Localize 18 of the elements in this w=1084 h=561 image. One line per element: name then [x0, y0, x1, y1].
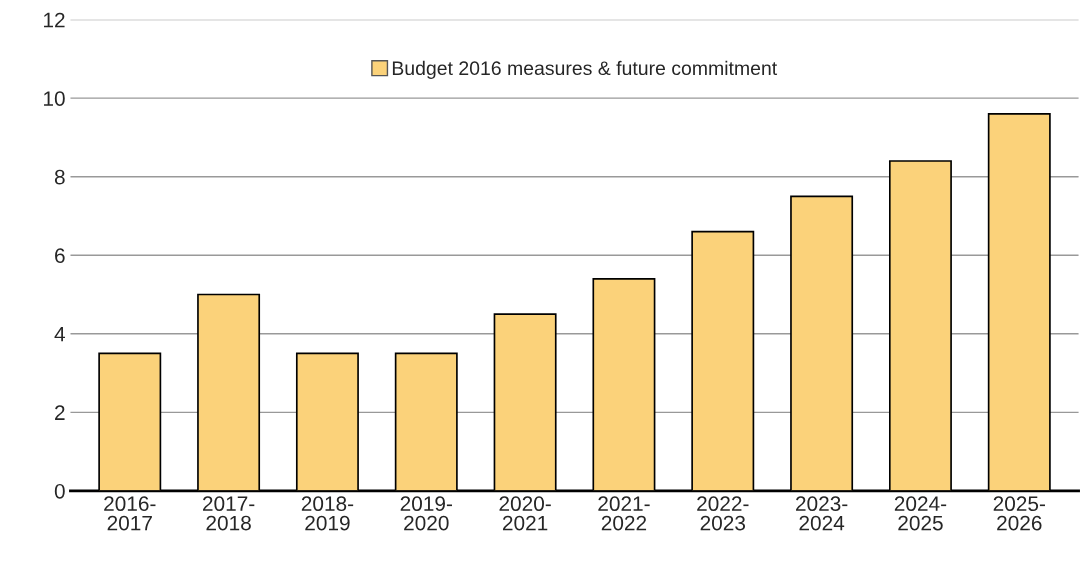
- x-tick-label: 2022- 2023: [697, 496, 749, 531]
- x-tick-label: 2021- 2022: [598, 496, 650, 531]
- x-tick-label: 2023- 2024: [796, 496, 848, 531]
- y-tick-label: 10: [44, 91, 65, 106]
- y-tick-label: 8: [54, 169, 65, 185]
- x-tick-label: 2019- 2020: [400, 496, 452, 531]
- x-tick-label: 2024- 2025: [894, 496, 947, 531]
- y-tick-label: 6: [55, 248, 65, 264]
- y-tick-label: 12: [44, 12, 65, 28]
- x-tick-label: 2018- 2019: [301, 496, 354, 531]
- x-tick-label: 2025- 2026: [993, 496, 1045, 531]
- y-tick-label: 2: [55, 405, 65, 420]
- y-tick-label: 0: [54, 483, 65, 499]
- y-tick-label: 4: [54, 327, 65, 342]
- x-tick-label: 2020- 2021: [499, 496, 551, 531]
- legend-label: Budget 2016 measures & future commitment: [392, 60, 778, 79]
- x-tick-label: 2017- 2018: [203, 496, 255, 531]
- x-tick-label: 2016- 2017: [104, 496, 156, 531]
